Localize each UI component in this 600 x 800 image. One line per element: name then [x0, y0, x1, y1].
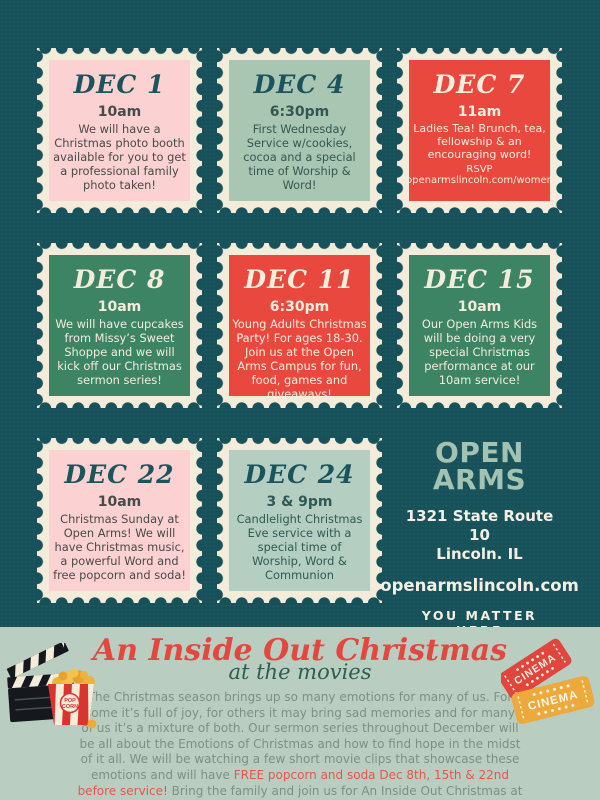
popcorn-bucket: POP CORN [48, 668, 97, 729]
clapperboard-top-bar [6, 643, 69, 679]
cinema-ticket-yellow: CINEMA [511, 676, 595, 724]
church-logo-line2: ARMS [432, 462, 527, 496]
church-address: 1321 State Route 10 Lincoln. IL [397, 507, 562, 563]
event-description: First Wednesday Service w/cookies, cocoa… [243, 122, 356, 193]
event-stamp-dec-1: DEC 1 10am We will have a Christmas phot… [37, 48, 202, 213]
church-website: openarmslincoln.com [380, 576, 579, 596]
cinema-tickets-icon: CINEMA CINEMA [501, 638, 595, 724]
event-time: 6:30pm [269, 104, 330, 120]
event-description: Christmas Sunday at Open Arms! We will h… [53, 512, 186, 583]
footer-title: An Inside Out Christmas [92, 633, 508, 668]
event-date: DEC 4 [253, 70, 346, 99]
address-line1: 1321 State Route 10 [405, 507, 554, 544]
event-date: DEC 15 [424, 265, 535, 294]
event-time: 10am [97, 299, 142, 315]
popcorn-label-top: POP [64, 698, 76, 704]
event-description: We will have a Christmas photo booth ava… [53, 122, 186, 193]
event-stamp-dec-7: DEC 7 11am Ladies Tea! Brunch, tea, fell… [397, 48, 562, 213]
stamp-panel: DEC 7 11am Ladies Tea! Brunch, tea, fell… [405, 60, 554, 201]
event-stamp-dec-24: DEC 24 3 & 9pm Candlelight Christmas Eve… [217, 438, 382, 603]
rsvp-url: openarmslincoln.com/women [405, 174, 554, 186]
event-date: DEC 11 [244, 265, 355, 294]
church-logo: OPEN ARMS [432, 436, 527, 496]
stamp-panel: DEC 4 6:30pm First Wednesday Service w/c… [229, 60, 370, 201]
event-description: Our Open Arms Kids will be doing a very … [421, 317, 538, 388]
event-date: DEC 24 [244, 460, 355, 489]
event-time: 11am [457, 104, 502, 120]
event-date: DEC 8 [73, 265, 166, 294]
event-description: Young Adults Christmas Party! For ages 1… [232, 317, 367, 402]
event-description: We will have cupcakes from Missy’s Sweet… [55, 317, 184, 388]
address-line2: Lincoln. IL [436, 544, 523, 563]
event-description: Ladies Tea! Brunch, tea, fellowship & an… [413, 122, 546, 162]
event-time: 6:30pm [269, 299, 330, 315]
event-stamp-dec-8: DEC 8 10am We will have cupcakes from Mi… [37, 243, 202, 408]
event-stamp-dec-11: DEC 11 6:30pm Young Adults Christmas Par… [217, 243, 382, 408]
footer-subtitle: at the movies [228, 660, 372, 684]
stamp-panel: DEC 24 3 & 9pm Candlelight Christmas Eve… [229, 450, 370, 591]
event-date: DEC 7 [433, 70, 526, 99]
event-stamp-dec-22: DEC 22 10am Christmas Sunday at Open Arm… [37, 438, 202, 603]
stamp-panel: DEC 15 10am Our Open Arms Kids will be d… [409, 255, 550, 396]
event-description: Candlelight Christmas Eve service with a… [236, 512, 363, 583]
event-stamp-dec-15: DEC 15 10am Our Open Arms Kids will be d… [397, 243, 562, 408]
popcorn-label-bottom: CORN [62, 704, 78, 710]
event-time: 10am [97, 494, 142, 510]
footer-text-highlight: FREE popcorn and soda Dec 8th, 15th & 22… [77, 767, 510, 798]
footer-text-after: Bring the family and join us for An Insi… [171, 783, 523, 800]
church-info: OPEN ARMS 1321 State Route 10 Lincoln. I… [380, 436, 579, 639]
event-stamp-grid: DEC 1 10am We will have a Christmas phot… [37, 48, 579, 639]
event-stamp-dec-4: DEC 4 6:30pm First Wednesday Service w/c… [217, 48, 382, 213]
footer-band: An Inside Out Christmas at the movies Th… [0, 627, 600, 800]
stamp-panel: DEC 11 6:30pm Young Adults Christmas Par… [229, 255, 370, 401]
church-logo-line1: OPEN [435, 436, 524, 469]
event-time: 10am [457, 299, 502, 315]
event-time: 3 & 9pm [266, 494, 333, 510]
footer-text-before: The Christmas season brings up so many e… [79, 690, 521, 782]
event-date: DEC 22 [64, 460, 175, 489]
stamp-panel: DEC 8 10am We will have cupcakes from Mi… [49, 255, 190, 396]
stamp-panel: DEC 22 10am Christmas Sunday at Open Arm… [49, 450, 190, 591]
clapperboard-popcorn-icon: POP CORN [6, 643, 97, 729]
rsvp-label: RSVP [466, 163, 493, 175]
event-time: 10am [97, 104, 142, 120]
stamp-panel: DEC 1 10am We will have a Christmas phot… [49, 60, 190, 201]
event-date: DEC 1 [73, 70, 166, 99]
footer-paragraph: The Christmas season brings up so many e… [78, 690, 523, 800]
